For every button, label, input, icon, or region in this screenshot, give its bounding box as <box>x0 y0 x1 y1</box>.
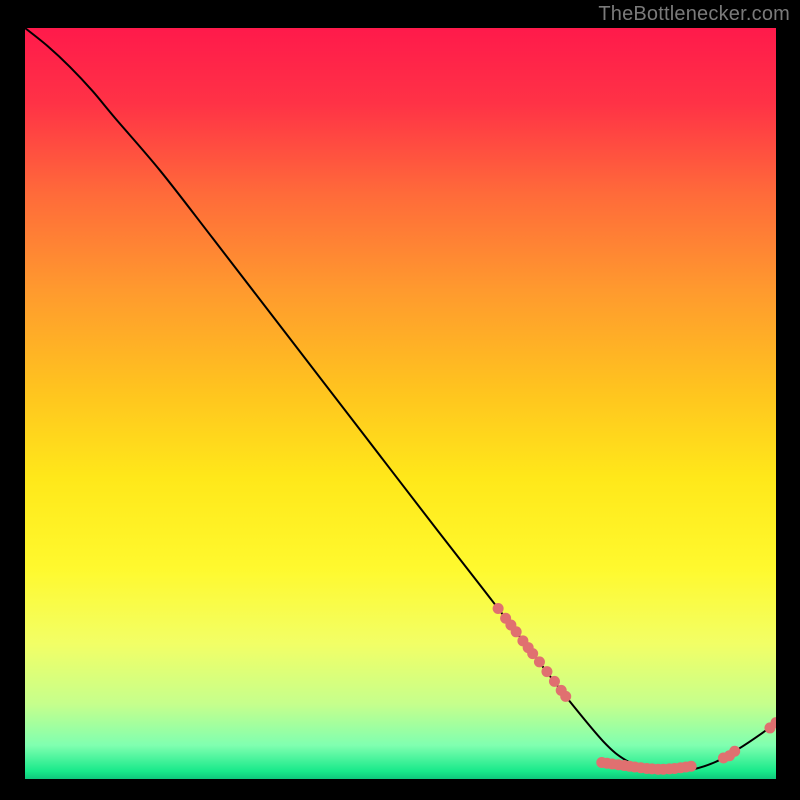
chart-plot-area <box>25 28 776 779</box>
data-marker <box>541 666 552 677</box>
data-marker <box>549 676 560 687</box>
data-marker <box>560 691 571 702</box>
gradient-background <box>25 28 776 779</box>
data-marker <box>511 626 522 637</box>
data-marker <box>534 656 545 667</box>
data-marker <box>493 603 504 614</box>
data-marker <box>686 761 697 772</box>
data-marker <box>729 746 740 757</box>
watermark-text: TheBottlenecker.com <box>598 3 790 26</box>
chart-svg <box>25 28 776 779</box>
